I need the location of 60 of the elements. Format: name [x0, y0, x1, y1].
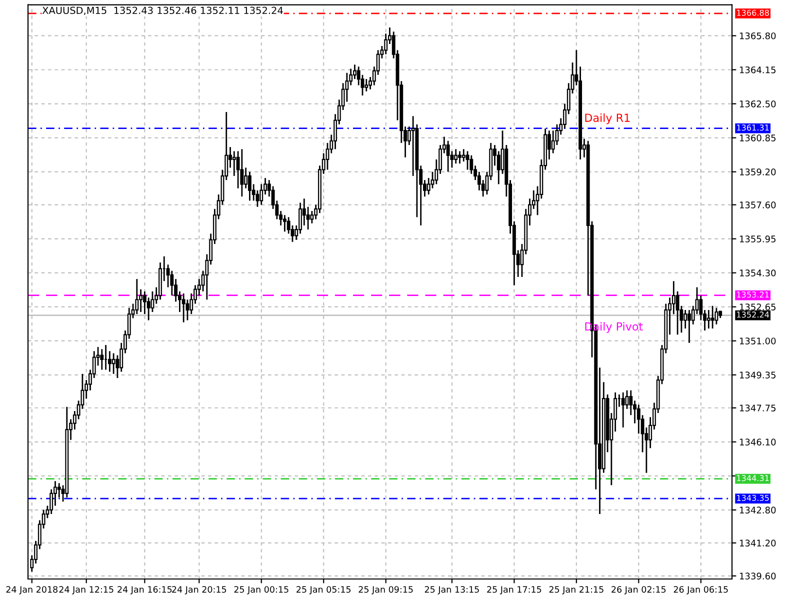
y-tick-label: 1352.65: [740, 304, 776, 310]
candlestick: [466, 150, 470, 170]
y-tick-label: 1354.30: [740, 270, 776, 276]
x-tick-label: 24 Jan 20:15: [172, 586, 226, 594]
candlestick: [454, 148, 458, 164]
text: 1353.21: [737, 292, 769, 298]
x-tick-label: 25 Jan 09:15: [358, 586, 413, 594]
y-tick-label: 1341.20: [740, 540, 776, 546]
candlestick: [248, 171, 252, 202]
x-tick-label: 25 Jan 21:15: [549, 586, 604, 594]
y-tick-label: 1364.15: [740, 66, 776, 74]
y-tick-label: 1349.35: [740, 372, 776, 378]
text: 1344.31: [737, 475, 769, 482]
x-tick-label: 25 Jan 05:15: [296, 586, 351, 594]
candlestick: [112, 352, 116, 375]
candlestick: [446, 140, 450, 172]
y-tick-label: 1355.95: [740, 236, 776, 242]
y-tick-label: 1346.10: [740, 438, 776, 446]
candlestick: [710, 305, 714, 330]
candlestick: [57, 482, 61, 498]
candlestick: [244, 166, 248, 189]
candlestick: [462, 148, 466, 162]
y-tick-label: 1342.80: [740, 506, 776, 514]
y-tick-label: 1339.60: [740, 572, 776, 580]
chart-title: XAUUSD,M15 1352.43 1352.46 1352.11 1352.24: [42, 6, 283, 16]
candlestick: [182, 292, 186, 324]
y-tick-label: 1362.50: [740, 100, 776, 108]
candlestick: [240, 148, 244, 198]
text: 1361.31: [737, 124, 769, 131]
x-tick-label: 25 Jan 00:15: [234, 586, 288, 594]
candlestick: [684, 309, 688, 330]
x-tick-label: 26 Jan 06:15: [674, 586, 728, 594]
candlestick: [100, 348, 104, 370]
candlestick: [458, 150, 462, 164]
candlestick: [364, 78, 368, 92]
candlestick: [411, 115, 415, 177]
candlestick: [232, 150, 236, 177]
y-tick-label: 1359.20: [740, 168, 776, 176]
text: 1366.88: [737, 10, 769, 16]
ref-line-label: Daily R1: [585, 113, 630, 124]
candlestick: [302, 198, 306, 226]
candlestick: [687, 309, 691, 344]
candlestick: [714, 307, 718, 326]
x-tick-label: 24 Jan 16:15: [118, 586, 172, 594]
x-tick-label: 26 Jan 02:15: [612, 586, 666, 594]
y-tick-label: 1357.60: [740, 202, 776, 208]
text: 1343.35: [737, 494, 769, 501]
candlestick: [706, 309, 710, 330]
y-tick-label: 1351.00: [740, 338, 776, 344]
candlestick: [621, 392, 625, 428]
text: 1352.24: [737, 312, 770, 318]
y-tick-label: 1360.85: [740, 134, 776, 142]
candlestick: [282, 214, 286, 232]
candlestick: [135, 278, 139, 315]
x-tick-label: 25 Jan 17:15: [487, 586, 542, 594]
x-tick-label: 25 Jan 13:15: [424, 586, 479, 594]
y-tick-label: 1365.80: [740, 32, 776, 40]
x-tick-label: 24 Jan 2018: [6, 586, 58, 594]
x-tick-label: 24 Jan 12:15: [59, 586, 114, 594]
y-tick-label: 1347.75: [740, 404, 776, 412]
